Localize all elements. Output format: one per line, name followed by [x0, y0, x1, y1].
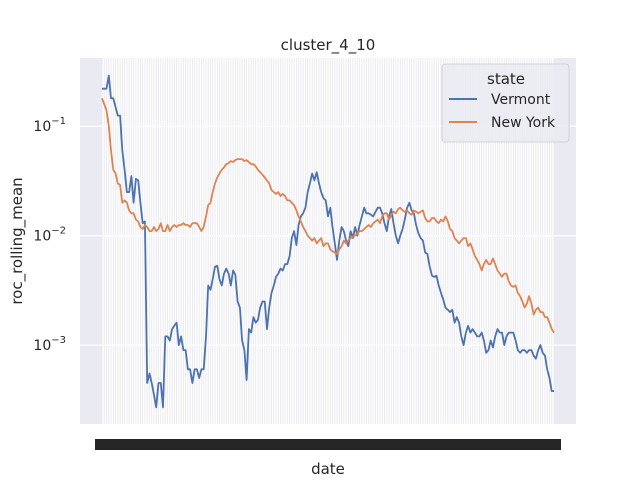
series-line-new-york	[101, 97, 555, 334]
x-axis-label: date	[311, 460, 345, 478]
series-lines	[101, 74, 555, 409]
series-line-vermont	[102, 74, 554, 409]
legend-label-vermont: Vermont	[491, 92, 551, 108]
legend-label-new-york: New York	[491, 115, 556, 131]
x-tick-labels	[95, 439, 561, 450]
y-tick-labels: 10−3 10−2 10−1	[33, 116, 66, 354]
legend-title: state	[487, 70, 525, 88]
y-tick-label: 10−3	[33, 335, 66, 354]
chart-title: cluster_4_10	[281, 36, 376, 55]
y-tick-label: 10−2	[33, 226, 66, 245]
y-tick-label: 10−1	[33, 116, 66, 135]
x-tick-label	[547, 439, 561, 450]
y-axis-label: roc_rolling_mean	[8, 177, 27, 304]
legend: state Vermont New York	[441, 63, 570, 143]
